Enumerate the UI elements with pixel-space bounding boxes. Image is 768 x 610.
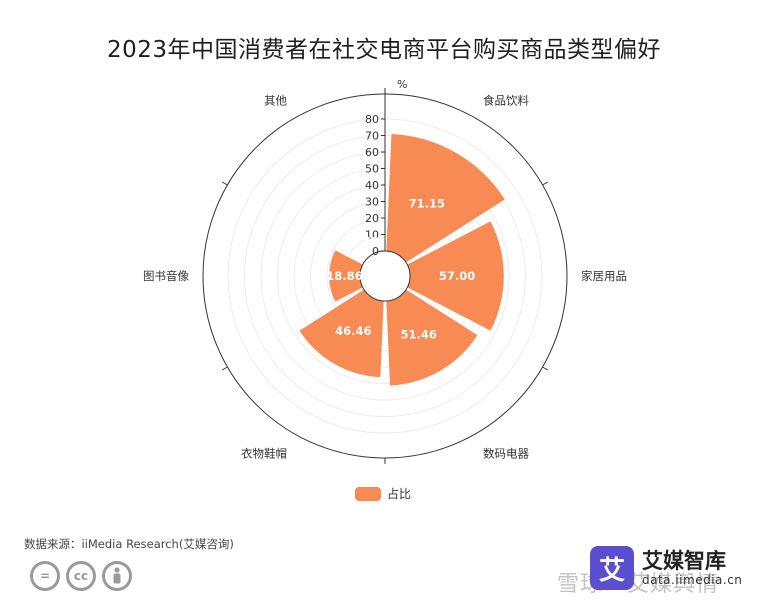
brand-name: 艾媒智库 bbox=[642, 549, 726, 573]
radial-tick-label: 40 bbox=[365, 179, 379, 192]
cc-license-icon: cc bbox=[66, 561, 96, 591]
equals-license-icon: = bbox=[30, 561, 60, 591]
brand-url: data.iimedia.cn bbox=[642, 573, 743, 587]
angle-tick bbox=[221, 366, 228, 371]
brand: 艾 艾媒智库 data.iimedia.cn bbox=[590, 543, 742, 593]
category-label: 家居用品 bbox=[581, 269, 627, 283]
chart-title: 2023年中国消费者在社交电商平台购买商品类型偏好 bbox=[106, 37, 662, 63]
legend-swatch bbox=[355, 486, 381, 501]
radial-tick-label: 0 bbox=[372, 245, 379, 258]
value-label: 0.42 bbox=[351, 234, 379, 248]
license-badges: = cc bbox=[30, 561, 132, 591]
radial-tick-label: 30 bbox=[365, 196, 379, 209]
value-label: 71.15 bbox=[409, 197, 445, 211]
category-label: 食品饮料 bbox=[483, 93, 529, 107]
watermark: 雪球 · 艾媒舆情 bbox=[557, 572, 719, 597]
radial-tick-label: 60 bbox=[365, 146, 379, 159]
value-label: 18.86 bbox=[326, 269, 362, 283]
angle-tick bbox=[221, 181, 228, 186]
category-label: 其他 bbox=[264, 93, 287, 107]
attribution-person-icon bbox=[102, 561, 132, 591]
category-label: 数码电器 bbox=[483, 447, 529, 461]
radial-tick-label: 20 bbox=[365, 212, 379, 225]
radial-tick-label: 70 bbox=[365, 130, 379, 143]
brand-logo-icon: 艾 bbox=[590, 546, 634, 590]
value-label: 51.46 bbox=[401, 327, 437, 341]
category-label: 图书音像 bbox=[143, 269, 189, 283]
value-label: 57.00 bbox=[439, 269, 475, 283]
legend[interactable]: 占比 bbox=[355, 485, 411, 502]
angle-tick bbox=[542, 181, 549, 186]
radial-tick-label: 10 bbox=[365, 229, 379, 242]
radial-tick-label: 80 bbox=[365, 113, 379, 126]
category-label: 衣物鞋帽 bbox=[241, 447, 287, 461]
polar-inner-circle bbox=[359, 250, 411, 302]
value-label: 46.46 bbox=[335, 324, 371, 338]
radial-tick-label: 50 bbox=[365, 163, 379, 176]
data-source: 数据来源：iiMedia Research(艾媒咨询) bbox=[24, 537, 234, 551]
angle-tick bbox=[542, 366, 549, 371]
legend-label: 占比 bbox=[387, 487, 412, 501]
radial-unit-label: % bbox=[397, 78, 407, 91]
